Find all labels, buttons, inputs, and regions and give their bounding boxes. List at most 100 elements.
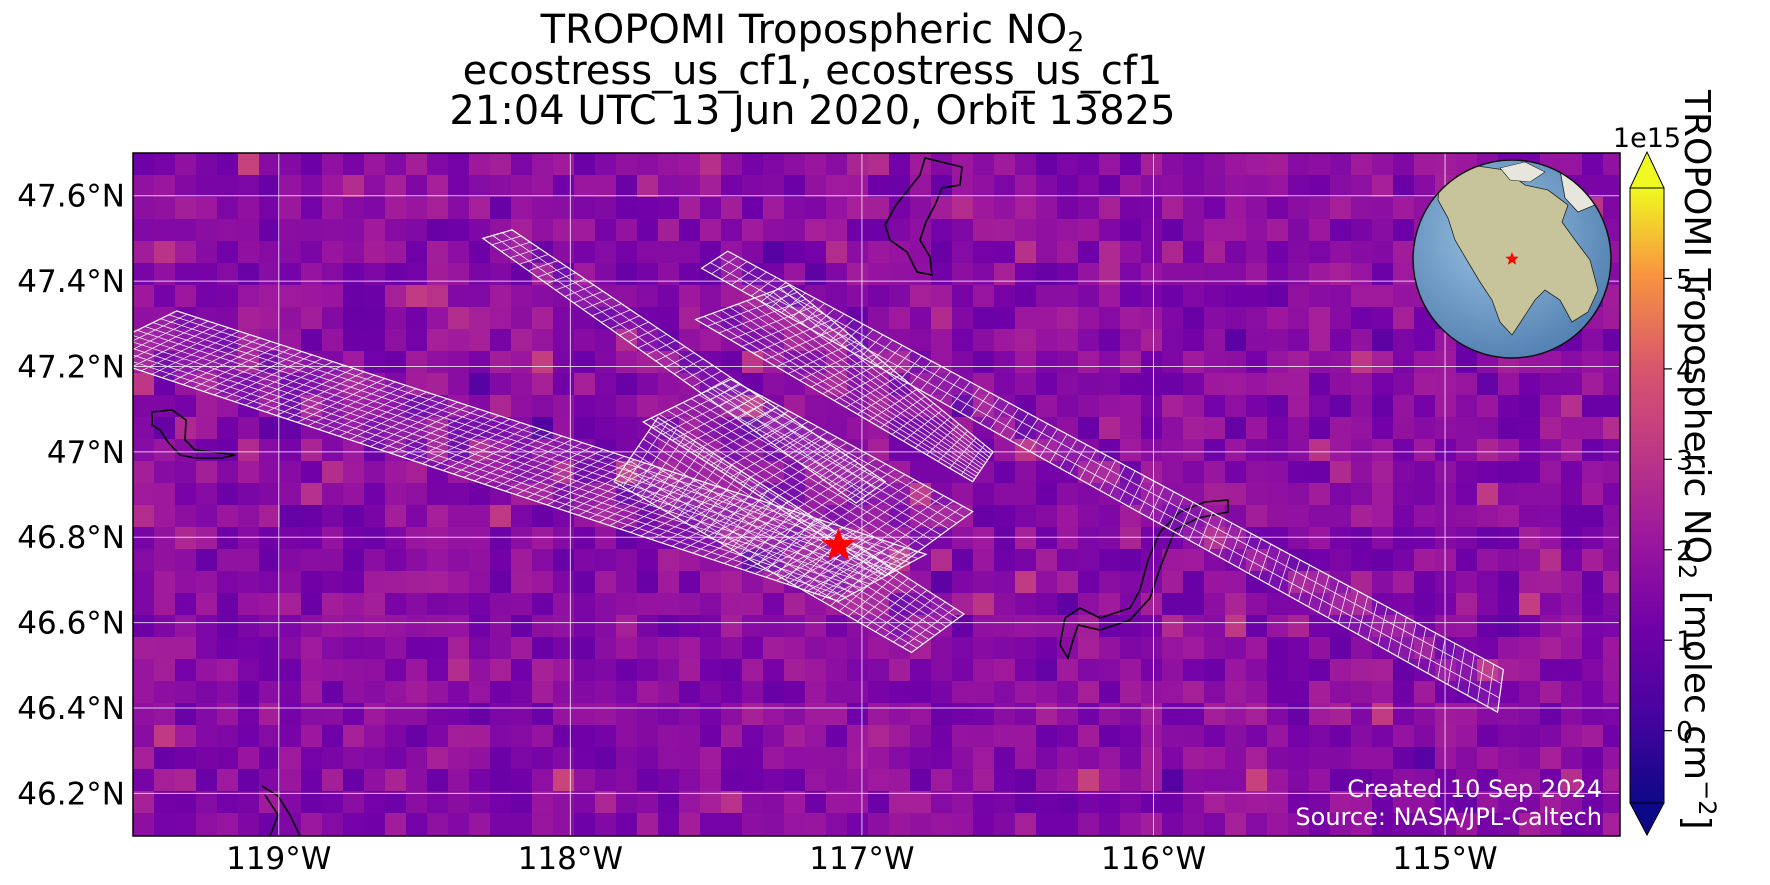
no2-pixel	[511, 373, 533, 396]
no2-pixel	[1246, 571, 1268, 594]
no2-pixel	[1414, 439, 1436, 462]
no2-pixel	[1183, 175, 1205, 198]
no2-pixel	[1267, 505, 1289, 528]
no2-pixel	[196, 659, 218, 682]
no2-pixel	[700, 747, 722, 770]
no2-pixel	[1519, 813, 1541, 836]
no2-pixel	[1603, 791, 1620, 814]
no2-pixel	[1078, 681, 1100, 704]
no2-pixel	[448, 197, 470, 220]
no2-pixel	[742, 593, 764, 616]
no2-pixel	[532, 329, 554, 352]
no2-pixel	[1099, 153, 1121, 176]
no2-pixel	[763, 241, 785, 264]
no2-pixel	[595, 769, 617, 792]
no2-pixel	[280, 703, 302, 726]
latitude-tick-label: 47.6°N	[17, 179, 125, 215]
no2-pixel	[1561, 461, 1583, 484]
no2-pixel	[784, 791, 806, 814]
no2-pixel	[1225, 263, 1247, 286]
no2-pixel	[532, 527, 554, 550]
no2-pixel	[1540, 615, 1562, 638]
no2-pixel	[1225, 483, 1247, 506]
no2-pixel	[196, 549, 218, 572]
no2-pixel	[154, 175, 176, 198]
no2-pixel	[931, 285, 953, 308]
no2-pixel	[1036, 615, 1058, 638]
no2-pixel	[1141, 285, 1163, 308]
no2-pixel	[1540, 527, 1562, 550]
swath	[613, 416, 966, 654]
no2-pixel	[343, 197, 365, 220]
no2-pixel	[1351, 703, 1373, 726]
no2-pixel	[1309, 329, 1331, 352]
no2-pixel	[1141, 461, 1163, 484]
no2-pixel	[679, 835, 701, 836]
no2-pixel	[406, 813, 428, 836]
no2-pixel	[910, 593, 932, 616]
colorbar-extend-low	[1629, 802, 1665, 837]
no2-pixel	[1309, 527, 1331, 550]
no2-pixel	[154, 681, 176, 704]
no2-pixel	[1057, 813, 1079, 836]
no2-pixel	[1414, 373, 1436, 396]
no2-pixel	[1498, 571, 1520, 594]
no2-pixel	[1309, 505, 1331, 528]
no2-pixel	[763, 637, 785, 660]
no2-pixel	[364, 263, 386, 286]
no2-pixel	[1162, 351, 1184, 374]
no2-pixel	[889, 813, 911, 836]
no2-pixel	[1057, 329, 1079, 352]
no2-pixel	[1204, 307, 1226, 330]
no2-pixel	[1246, 263, 1268, 286]
no2-pixel	[910, 439, 932, 462]
no2-pixel	[427, 505, 449, 528]
no2-pixel	[826, 637, 848, 660]
no2-pixel	[1120, 461, 1142, 484]
no2-pixel	[1036, 175, 1058, 198]
no2-pixel	[217, 791, 239, 814]
no2-pixel	[322, 395, 344, 418]
no2-pixel	[427, 307, 449, 330]
no2-pixel	[1372, 483, 1394, 506]
no2-pixel	[196, 791, 218, 814]
no2-pixel	[1162, 263, 1184, 286]
no2-pixel	[196, 571, 218, 594]
no2-pixel	[1435, 791, 1457, 814]
no2-pixel	[952, 527, 974, 550]
no2-pixel	[1099, 813, 1121, 836]
site-marker	[821, 527, 856, 561]
no2-pixel	[994, 791, 1016, 814]
no2-pixel	[217, 725, 239, 748]
no2-pixel	[658, 681, 680, 704]
no2-pixel	[427, 813, 449, 836]
no2-pixel	[1540, 351, 1562, 374]
no2-pixel	[427, 593, 449, 616]
no2-pixel	[133, 637, 155, 660]
no2-pixel	[1288, 175, 1310, 198]
no2-pixel	[1414, 417, 1436, 440]
no2-pixel	[553, 373, 575, 396]
no2-pixel	[1393, 263, 1415, 286]
no2-pixel	[1204, 483, 1226, 506]
no2-pixel	[196, 637, 218, 660]
no2-pixel	[385, 505, 407, 528]
no2-pixel	[133, 747, 155, 770]
no2-pixel	[490, 373, 512, 396]
no2-pixel	[1372, 351, 1394, 374]
no2-pixel	[1204, 439, 1226, 462]
no2-pixel	[1267, 351, 1289, 374]
no2-pixel	[1330, 461, 1352, 484]
no2-pixel	[154, 439, 176, 462]
no2-pixel	[1540, 549, 1562, 572]
no2-pixel	[427, 637, 449, 660]
no2-pixel	[868, 351, 890, 374]
no2-pixel	[427, 373, 449, 396]
no2-pixel	[1603, 615, 1620, 638]
no2-pixel	[1183, 351, 1205, 374]
no2-pixel	[574, 527, 596, 550]
no2-pixel	[133, 527, 155, 550]
no2-pixel	[1183, 615, 1205, 638]
no2-pixel	[1267, 747, 1289, 770]
no2-pixel	[973, 241, 995, 264]
